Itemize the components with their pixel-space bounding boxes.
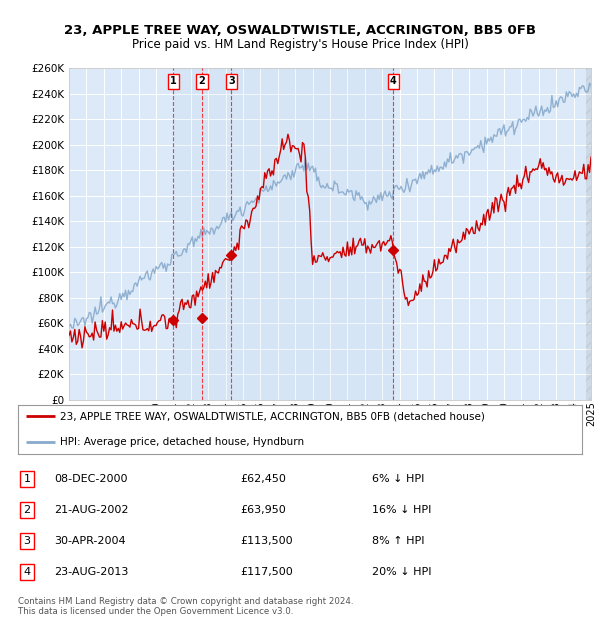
Text: 8% ↑ HPI: 8% ↑ HPI (372, 536, 425, 546)
Text: £113,500: £113,500 (240, 536, 293, 546)
Bar (586, 68, 591, 400)
Text: 08-DEC-2000: 08-DEC-2000 (54, 474, 128, 484)
Text: £117,500: £117,500 (240, 567, 293, 577)
Text: 21-AUG-2002: 21-AUG-2002 (54, 505, 128, 515)
Text: HPI: Average price, detached house, Hyndburn: HPI: Average price, detached house, Hynd… (60, 436, 304, 447)
Text: 6% ↓ HPI: 6% ↓ HPI (372, 474, 424, 484)
Text: 16% ↓ HPI: 16% ↓ HPI (372, 505, 431, 515)
Text: 3: 3 (228, 76, 235, 87)
Text: 2: 2 (199, 76, 205, 87)
Text: Price paid vs. HM Land Registry's House Price Index (HPI): Price paid vs. HM Land Registry's House … (131, 38, 469, 51)
Text: £63,950: £63,950 (240, 505, 286, 515)
Text: 1: 1 (170, 76, 177, 87)
Text: 20% ↓ HPI: 20% ↓ HPI (372, 567, 431, 577)
Text: 30-APR-2004: 30-APR-2004 (54, 536, 125, 546)
Text: 23-AUG-2013: 23-AUG-2013 (54, 567, 128, 577)
Text: 3: 3 (23, 536, 31, 546)
Text: 2: 2 (23, 505, 31, 515)
Bar (173, 68, 394, 400)
Text: 23, APPLE TREE WAY, OSWALDTWISTLE, ACCRINGTON, BB5 0FB: 23, APPLE TREE WAY, OSWALDTWISTLE, ACCRI… (64, 24, 536, 37)
Text: 4: 4 (23, 567, 31, 577)
Text: 1: 1 (23, 474, 31, 484)
Text: 23, APPLE TREE WAY, OSWALDTWISTLE, ACCRINGTON, BB5 0FB (detached house): 23, APPLE TREE WAY, OSWALDTWISTLE, ACCRI… (60, 411, 485, 421)
Text: £62,450: £62,450 (240, 474, 286, 484)
Text: 4: 4 (390, 76, 397, 87)
Text: Contains HM Land Registry data © Crown copyright and database right 2024.
This d: Contains HM Land Registry data © Crown c… (18, 597, 353, 616)
